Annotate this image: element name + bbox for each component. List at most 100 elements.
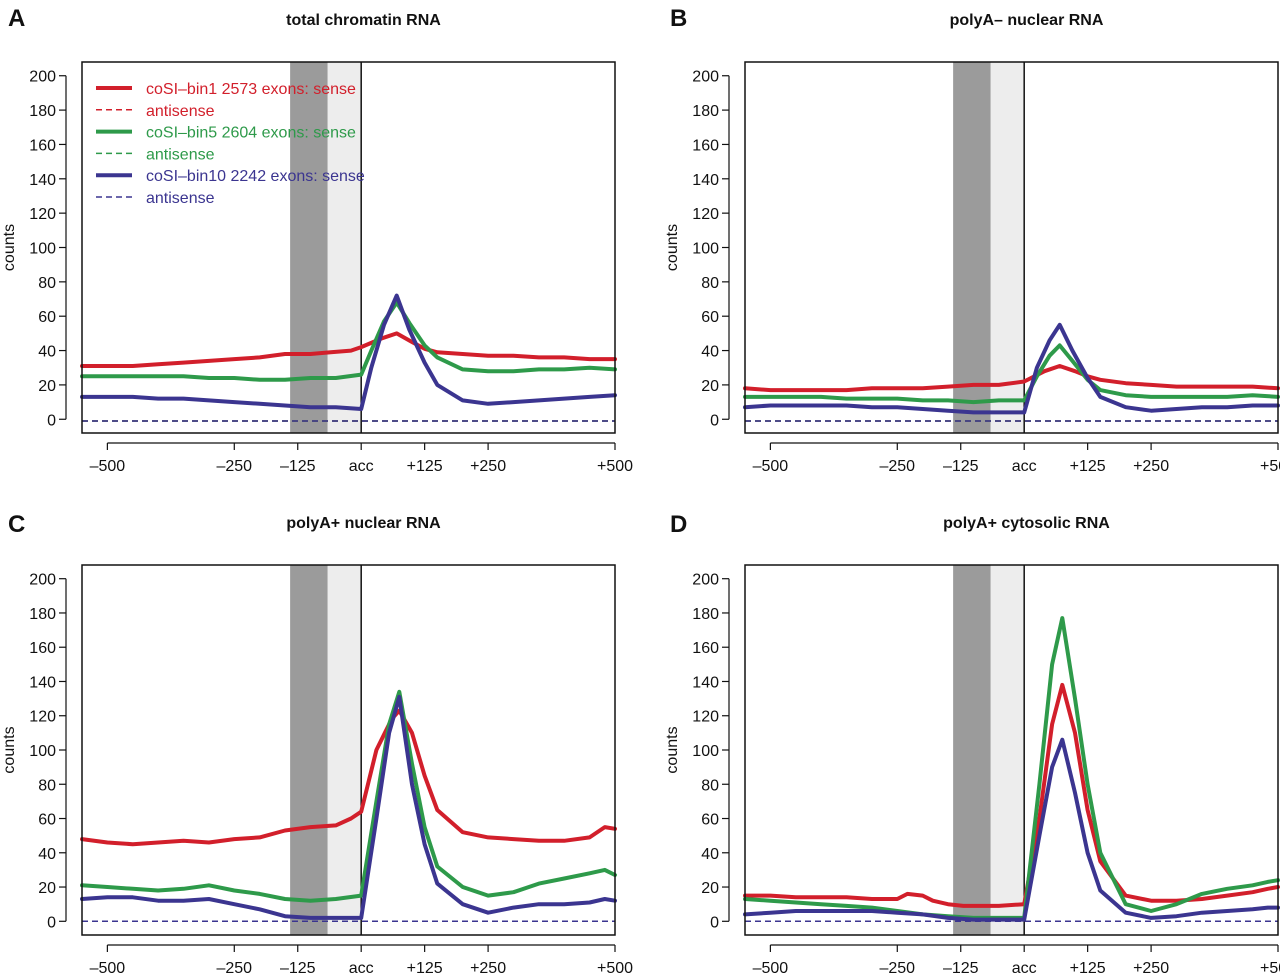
- y-tick-label: 60: [701, 309, 719, 326]
- panel-letter: C: [8, 511, 25, 538]
- shaded-region-dark: [953, 62, 991, 433]
- panel-title: polyA– nuclear RNA: [950, 12, 1104, 29]
- x-tick-label: –500: [753, 458, 789, 475]
- y-tick-label: 120: [29, 709, 56, 726]
- y-axis-label: counts: [664, 726, 681, 773]
- series-line-1: [80, 708, 617, 847]
- legend-label: antisense: [146, 146, 215, 163]
- series-line-3: [80, 300, 617, 382]
- x-tick-label: +250: [1133, 458, 1169, 475]
- plot-frame: [744, 564, 1279, 936]
- x-tick-label: –125: [280, 960, 316, 976]
- y-tick-label: 160: [29, 640, 56, 657]
- x-tick-label: –250: [879, 458, 915, 475]
- y-tick-label: 40: [38, 846, 56, 863]
- x-tick-label: +125: [407, 960, 443, 976]
- shaded-region-dark: [290, 565, 328, 935]
- y-tick-label: 100: [692, 241, 719, 258]
- x-tick-label: +125: [407, 458, 443, 475]
- legend-label: coSI–bin5 2604 exons: sense: [146, 125, 356, 142]
- x-tick-label: acc: [349, 458, 374, 475]
- y-tick-label: 0: [47, 412, 56, 429]
- panel-title: polyA+ cytosolic RNA: [943, 515, 1110, 532]
- series-line-5: [80, 293, 617, 411]
- y-tick-label: 40: [701, 344, 719, 361]
- y-axis-label: counts: [1, 224, 18, 271]
- x-tick-label: –500: [90, 960, 126, 976]
- shaded-region-light: [327, 62, 362, 433]
- y-tick-label: 20: [701, 378, 719, 395]
- y-tick-label: 200: [692, 69, 719, 86]
- x-tick-label: –500: [90, 458, 126, 475]
- plot-frame: [81, 564, 616, 936]
- panel-title: polyA+ nuclear RNA: [286, 515, 441, 532]
- y-tick-label: 40: [38, 344, 56, 361]
- series-line-3: [743, 343, 1280, 405]
- x-tick-label: +250: [470, 960, 506, 976]
- x-tick-label: –250: [216, 458, 252, 475]
- y-tick-label: 100: [29, 241, 56, 258]
- x-tick-label: +250: [1133, 960, 1169, 976]
- y-tick-label: 60: [38, 812, 56, 829]
- y-tick-label: 0: [710, 412, 719, 429]
- panel-letter: B: [670, 5, 687, 32]
- y-tick-label: 180: [692, 606, 719, 623]
- shaded-region-dark: [953, 565, 991, 935]
- y-tick-label: 20: [701, 880, 719, 897]
- shaded-region-dark: [290, 62, 328, 433]
- legend: coSI–bin1 2573 exons: sense antisense coSI…: [96, 81, 365, 207]
- shaded-region-light: [990, 565, 1025, 935]
- x-tick-label: +250: [470, 458, 506, 475]
- y-tick-label: 140: [29, 172, 56, 189]
- x-tick-label: acc: [1012, 458, 1037, 475]
- x-tick-label: +500: [1260, 960, 1280, 976]
- y-tick-label: 120: [692, 206, 719, 223]
- plot-frame: [744, 61, 1279, 434]
- y-tick-label: 80: [38, 275, 56, 292]
- y-tick-label: 40: [701, 846, 719, 863]
- x-tick-label: –500: [753, 960, 789, 976]
- x-tick-label: –125: [280, 458, 316, 475]
- y-tick-label: 200: [29, 69, 56, 86]
- y-tick-label: 20: [38, 378, 56, 395]
- legend-label: coSI–bin1 2573 exons: sense: [146, 81, 356, 98]
- x-tick-label: acc: [1012, 960, 1037, 976]
- y-tick-label: 100: [692, 743, 719, 760]
- plot-frame: [81, 61, 616, 434]
- x-tick-label: –125: [943, 458, 979, 475]
- x-tick-label: +500: [597, 960, 633, 976]
- x-tick-label: –250: [216, 960, 252, 976]
- x-tick-label: –125: [943, 960, 979, 976]
- series-line-1: [80, 331, 617, 368]
- y-tick-label: 60: [701, 812, 719, 829]
- x-tick-label: acc: [349, 960, 374, 976]
- panel-letter: A: [8, 5, 25, 32]
- y-tick-label: 120: [29, 206, 56, 223]
- shaded-region-light: [990, 62, 1025, 433]
- y-axis-label: counts: [1, 726, 18, 773]
- y-tick-label: 60: [38, 309, 56, 326]
- series-line-5: [743, 737, 1280, 922]
- y-tick-label: 0: [710, 914, 719, 931]
- y-tick-label: 180: [29, 606, 56, 623]
- y-tick-label: 80: [701, 275, 719, 292]
- legend-label: antisense: [146, 190, 215, 207]
- y-tick-label: 140: [692, 674, 719, 691]
- y-tick-label: 20: [38, 880, 56, 897]
- y-tick-label: 100: [29, 743, 56, 760]
- shaded-region-light: [327, 565, 362, 935]
- panel-title: total chromatin RNA: [286, 12, 441, 29]
- y-tick-label: 200: [29, 572, 56, 589]
- x-tick-label: –250: [879, 960, 915, 976]
- y-tick-label: 200: [692, 572, 719, 589]
- y-tick-label: 140: [29, 674, 56, 691]
- series-line-5: [743, 322, 1280, 415]
- y-tick-label: 0: [47, 914, 56, 931]
- x-tick-label: +125: [1070, 960, 1106, 976]
- y-tick-label: 160: [692, 137, 719, 154]
